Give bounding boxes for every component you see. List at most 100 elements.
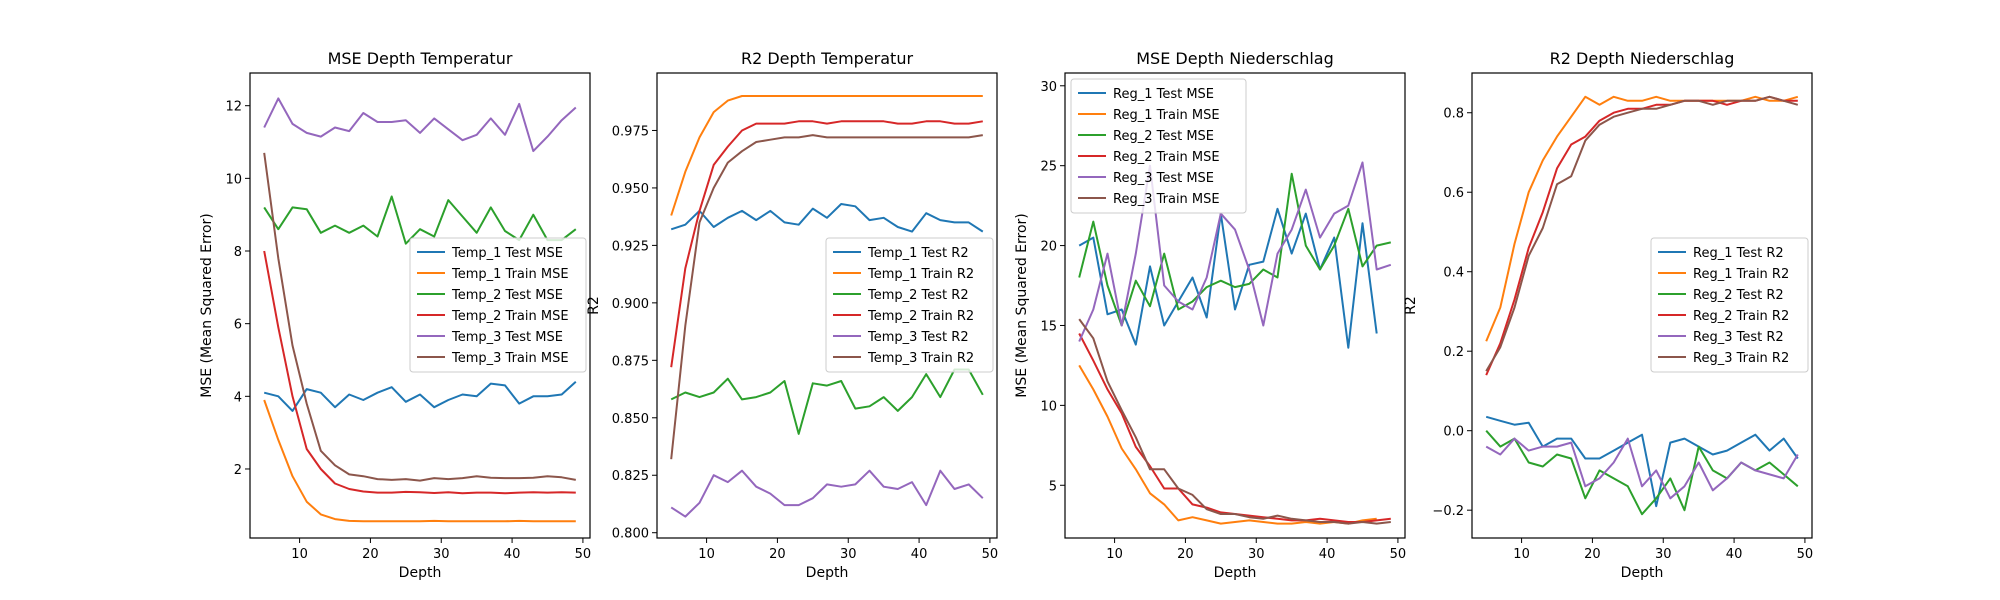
legend-label: Temp_3 Test R2 — [867, 330, 969, 345]
axes-frame — [1471, 72, 1813, 539]
y-tick-label: 5 — [1049, 479, 1057, 494]
series-line-5 — [1078, 161, 1392, 342]
legend: Temp_1 Test R2 Temp_1 Train R2 Temp_2 Test… — [825, 237, 994, 373]
x-tick-label: 30 — [1248, 547, 1265, 562]
legend: Reg_1 Test MSE Reg_1 Train MSE Reg_2 Test … — [1070, 78, 1247, 214]
x-tick-label: 10 — [1106, 547, 1123, 562]
legend-label: Temp_3 Train MSE — [451, 351, 569, 366]
y-tick-label: 0.875 — [612, 354, 649, 369]
chart-panel-4: R2 Depth Niederschlag 10 20 30 40 50 −0.2 0.0 0.… — [1403, 49, 1813, 581]
legend-label: Temp_2 Train R2 — [867, 309, 974, 324]
series-line-1 — [1078, 207, 1378, 349]
chart-title: MSE Depth Niederschlag — [1136, 49, 1334, 68]
y-tick-label: 10 — [225, 172, 242, 187]
x-axis-label: Depth — [806, 565, 849, 581]
chart-panel-1: MSE Depth Temperatur 10 20 30 40 50 2 4 6 8 10 12 De… — [199, 49, 591, 581]
y-axis-label: MSE (Mean Squared Error) — [199, 213, 215, 398]
y-tick-label: 25 — [1040, 160, 1057, 175]
x-tick-label: 30 — [840, 547, 857, 562]
legend-label: Reg_3 Test R2 — [1693, 330, 1784, 345]
series-line-3 — [263, 195, 577, 245]
x-tick-label: 50 — [575, 547, 592, 562]
legend-box — [1070, 78, 1247, 214]
x-tick-label: 50 — [982, 547, 999, 562]
y-tick-label: −0.2 — [1432, 504, 1464, 519]
y-tick-label: 4 — [234, 390, 242, 405]
y-tick-label: 0.800 — [612, 527, 649, 542]
series-line-4 — [263, 250, 576, 495]
legend-box — [1650, 237, 1809, 373]
y-axis-label: R2 — [586, 296, 602, 315]
series-line-6 — [1078, 318, 1391, 525]
legend-box — [825, 237, 994, 373]
legend-label: Reg_2 Test MSE — [1113, 129, 1214, 144]
y-axis-label: R2 — [1403, 296, 1419, 315]
y-tick-label: 0.2 — [1443, 345, 1464, 360]
legend-label: Temp_2 Test MSE — [451, 288, 563, 303]
legend-label: Reg_1 Test R2 — [1693, 246, 1784, 261]
legend-label: Reg_1 Train MSE — [1113, 108, 1220, 123]
axes-frame — [249, 72, 591, 539]
legend-label: Reg_2 Train MSE — [1113, 150, 1220, 165]
x-tick-label: 40 — [1726, 547, 1743, 562]
x-tick-label: 20 — [1177, 547, 1194, 562]
y-tick-label: 0.950 — [612, 182, 649, 197]
x-tick-label: 40 — [1319, 547, 1336, 562]
x-axis-label: Depth — [1621, 565, 1664, 581]
y-tick-label: 2 — [234, 463, 242, 478]
series-line-6 — [263, 152, 576, 482]
y-tick-label: 0.6 — [1443, 186, 1464, 201]
series-line-3 — [1078, 172, 1392, 327]
x-tick-label: 50 — [1390, 547, 1407, 562]
legend: Temp_1 Test MSE Temp_1 Train MSE Temp_2 Te… — [409, 237, 587, 373]
x-tick-label: 20 — [769, 547, 786, 562]
legend-label: Reg_2 Test R2 — [1693, 288, 1784, 303]
legend-label: Reg_2 Train R2 — [1693, 309, 1789, 324]
x-axis-label: Depth — [399, 565, 442, 581]
series-line-1 — [670, 203, 984, 233]
series-line-6 — [670, 134, 983, 460]
series-line-2 — [1485, 95, 1799, 342]
chart-panel-2: R2 Depth Temperatur 10 20 30 40 50 0.800 0.825 0… — [586, 49, 998, 581]
series-line-3 — [670, 368, 984, 435]
legend-label: Temp_3 Test MSE — [451, 330, 563, 345]
series-line-2 — [263, 399, 576, 523]
legend-label: Reg_1 Test MSE — [1113, 87, 1214, 102]
legend: Reg_1 Test R2 Reg_1 Train R2 Reg_2 Test R2… — [1650, 237, 1809, 373]
series-line-5 — [670, 469, 984, 518]
legend-label: Temp_2 Test R2 — [867, 288, 969, 303]
legend-label: Temp_1 Test R2 — [867, 246, 969, 261]
legend-label: Temp_1 Train MSE — [451, 267, 569, 282]
chart-title: R2 Depth Temperatur — [741, 49, 913, 68]
series-line-2 — [670, 95, 983, 216]
x-tick-label: 20 — [362, 547, 379, 562]
x-tick-label: 30 — [433, 547, 450, 562]
series-line-1 — [263, 381, 577, 412]
legend-label: Temp_2 Train MSE — [451, 309, 569, 324]
y-tick-label: 0.850 — [612, 412, 649, 427]
x-tick-label: 40 — [504, 547, 521, 562]
legend-label: Reg_3 Train MSE — [1113, 192, 1220, 207]
legend-box — [409, 237, 587, 373]
y-tick-label: 0.900 — [612, 297, 649, 312]
y-tick-label: 30 — [1040, 80, 1057, 95]
x-tick-label: 30 — [1655, 547, 1672, 562]
y-tick-label: 12 — [225, 100, 242, 115]
legend-label: Temp_3 Train R2 — [867, 351, 974, 366]
legend-label: Reg_3 Train R2 — [1693, 351, 1789, 366]
chart-title: MSE Depth Temperatur — [328, 49, 513, 68]
y-tick-label: 20 — [1040, 240, 1057, 255]
y-tick-label: 6 — [234, 318, 242, 333]
x-tick-label: 10 — [698, 547, 715, 562]
axes-frame — [656, 72, 998, 539]
legend-label: Temp_1 Test MSE — [451, 246, 563, 261]
x-tick-label: 10 — [291, 547, 308, 562]
axes-frame — [1064, 72, 1406, 539]
chart-title: R2 Depth Niederschlag — [1550, 49, 1735, 68]
series-line-5 — [263, 97, 577, 153]
x-tick-label: 50 — [1797, 547, 1814, 562]
y-tick-label: 0.925 — [612, 239, 649, 254]
y-tick-label: 0.975 — [612, 124, 649, 139]
y-tick-label: 8 — [234, 245, 242, 260]
